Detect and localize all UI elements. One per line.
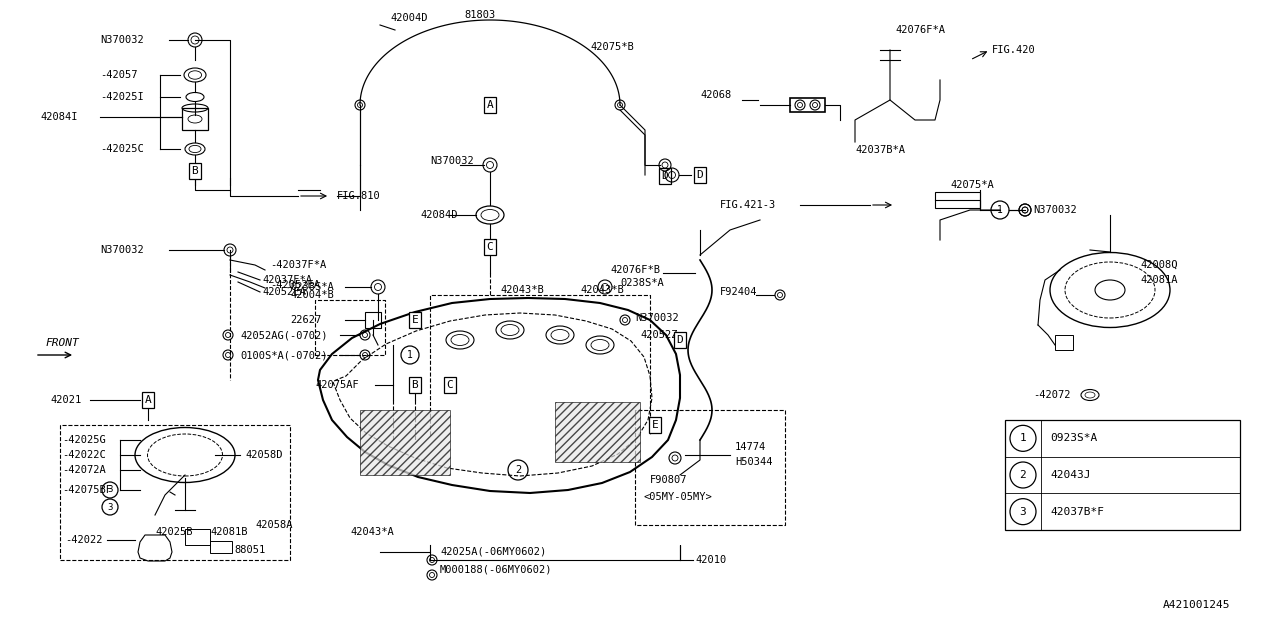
- Text: 42004D: 42004D: [390, 13, 428, 23]
- Text: 3: 3: [108, 502, 113, 511]
- Text: N370032: N370032: [100, 245, 143, 255]
- Text: F90807: F90807: [650, 475, 687, 485]
- Bar: [186, 529, 210, 545]
- Text: -42072: -42072: [1033, 390, 1070, 400]
- Bar: [360, 410, 451, 475]
- Text: F92404: F92404: [719, 287, 758, 297]
- Text: 88051: 88051: [234, 545, 265, 555]
- Text: 42075*A: 42075*A: [950, 180, 993, 190]
- Text: N370032: N370032: [430, 156, 474, 166]
- Bar: [1005, 420, 1240, 530]
- Text: 42075AF: 42075AF: [315, 380, 358, 390]
- Text: 42008Q: 42008Q: [1140, 260, 1178, 270]
- Bar: [934, 192, 980, 208]
- Text: 42081A: 42081A: [1140, 275, 1178, 285]
- Bar: [556, 402, 640, 462]
- Text: 42081B: 42081B: [210, 527, 247, 537]
- Text: N370032: N370032: [100, 35, 143, 45]
- Text: D: D: [677, 335, 684, 345]
- Text: 42058D: 42058D: [244, 450, 283, 460]
- Text: M000188(-06MY0602): M000188(-06MY0602): [440, 565, 553, 575]
- Text: N370032: N370032: [635, 313, 678, 323]
- Bar: [790, 98, 826, 112]
- Text: 0238S*A: 0238S*A: [291, 282, 334, 292]
- Text: 42025B: 42025B: [155, 527, 192, 537]
- Text: FIG.421-3: FIG.421-3: [719, 200, 776, 210]
- Text: H50344: H50344: [735, 457, 773, 467]
- Text: 3: 3: [108, 486, 113, 495]
- Text: -42037F*A: -42037F*A: [270, 260, 326, 270]
- Text: 42075*B: 42075*B: [590, 42, 634, 52]
- Text: 42037F*A: 42037F*A: [262, 275, 312, 285]
- Text: 2: 2: [515, 465, 521, 475]
- Text: E: E: [412, 315, 419, 325]
- Text: 42076F*B: 42076F*B: [611, 265, 660, 275]
- Text: -42072A: -42072A: [61, 465, 106, 475]
- Text: 42052Z: 42052Z: [640, 330, 677, 340]
- Text: N370032: N370032: [1033, 205, 1076, 215]
- Text: 42043J: 42043J: [1050, 470, 1091, 480]
- Text: -42057: -42057: [100, 70, 137, 80]
- Text: 81803: 81803: [465, 10, 495, 20]
- Text: FIG.420: FIG.420: [992, 45, 1036, 55]
- Text: 42037B*A: 42037B*A: [855, 145, 905, 155]
- Text: 42043*A: 42043*A: [349, 527, 394, 537]
- Text: <05MY-05MY>: <05MY-05MY>: [643, 492, 712, 502]
- Text: 42058A: 42058A: [255, 520, 293, 530]
- Text: D: D: [662, 171, 668, 181]
- Text: 42076F*A: 42076F*A: [895, 25, 945, 35]
- Text: 42021: 42021: [50, 395, 81, 405]
- Bar: [365, 312, 381, 328]
- Text: FRONT: FRONT: [45, 338, 79, 348]
- Text: 42010: 42010: [695, 555, 726, 565]
- Bar: [182, 108, 207, 130]
- Text: -42022C: -42022C: [61, 450, 106, 460]
- Text: 0238S*A: 0238S*A: [620, 278, 664, 288]
- Text: 42043*B: 42043*B: [500, 285, 544, 295]
- Text: B: B: [412, 380, 419, 390]
- Text: 0923S*A: 0923S*A: [1050, 433, 1097, 444]
- Text: 22627: 22627: [291, 315, 321, 325]
- Text: 42068: 42068: [700, 90, 731, 100]
- Text: 42052EA: 42052EA: [262, 287, 306, 297]
- Text: C: C: [486, 242, 493, 252]
- Bar: [1055, 335, 1073, 350]
- Text: 42025A(-06MY0602): 42025A(-06MY0602): [440, 547, 547, 557]
- Text: 42004*B: 42004*B: [291, 290, 334, 300]
- Text: 3: 3: [1020, 507, 1027, 516]
- Bar: [210, 541, 232, 553]
- Text: B: B: [192, 166, 198, 176]
- Text: 42052AG(-0702): 42052AG(-0702): [241, 330, 328, 340]
- Text: 42084D: 42084D: [420, 210, 457, 220]
- Text: -42025G: -42025G: [61, 435, 106, 445]
- Text: 1: 1: [407, 350, 413, 360]
- Text: C: C: [447, 380, 453, 390]
- Text: 2: 2: [1020, 470, 1027, 480]
- Text: -42052EA: -42052EA: [270, 280, 320, 290]
- Text: A: A: [486, 100, 493, 110]
- Text: -42025I: -42025I: [100, 92, 143, 102]
- Text: 42037B*F: 42037B*F: [1050, 507, 1103, 516]
- Text: -42025C: -42025C: [100, 144, 143, 154]
- Text: 0100S*A(-0702): 0100S*A(-0702): [241, 350, 328, 360]
- Text: 1: 1: [997, 205, 1004, 215]
- Text: E: E: [652, 420, 658, 430]
- Text: -42075BF: -42075BF: [61, 485, 113, 495]
- Text: FIG.810: FIG.810: [337, 191, 380, 201]
- Text: -42022: -42022: [65, 535, 102, 545]
- Text: 42043*B: 42043*B: [580, 285, 623, 295]
- Text: 1: 1: [1020, 433, 1027, 444]
- Text: D: D: [696, 170, 704, 180]
- Text: 42084I: 42084I: [40, 112, 78, 122]
- Text: A: A: [145, 395, 151, 405]
- Text: A421001245: A421001245: [1162, 600, 1230, 610]
- Text: 14774: 14774: [735, 442, 767, 452]
